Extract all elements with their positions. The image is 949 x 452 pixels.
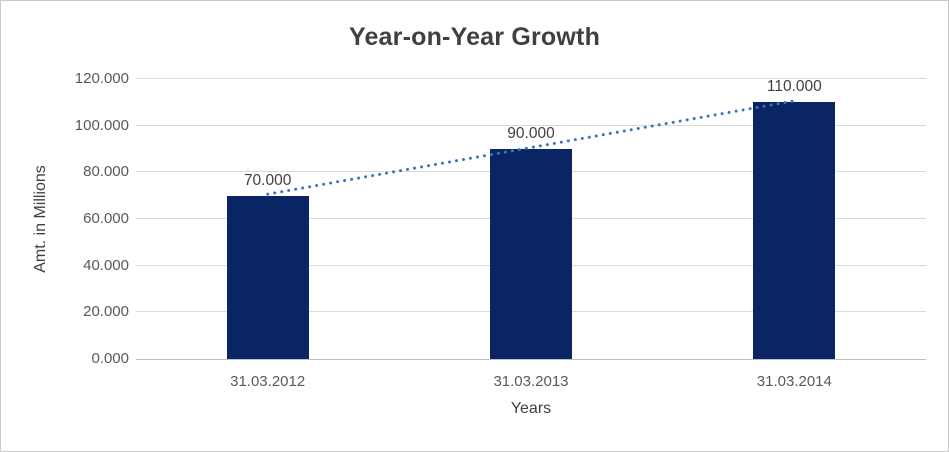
x-axis-title: Years — [510, 400, 552, 417]
x-axis-tick-label: 31.03.2012 — [230, 373, 306, 390]
bar — [226, 195, 309, 359]
x-axis-tick-label: 31.03.2013 — [493, 373, 569, 390]
y-axis-tick-label: 40.000 — [83, 256, 129, 274]
trendline — [266, 99, 796, 196]
gridline — [136, 124, 926, 126]
y-axis-tick-label: 60.000 — [83, 210, 129, 227]
x-axis-tick-labels: 31.03.2012 31.03.2013 31.03.2014 — [136, 372, 926, 392]
y-axis-tick-label: 20.000 — [83, 303, 129, 321]
bar-data-label: 70.000 — [243, 171, 292, 189]
bar — [753, 102, 836, 359]
gridline — [136, 78, 926, 79]
bar-data-label: 90.000 — [507, 125, 555, 142]
y-axis-tick-label: 100.000 — [74, 116, 129, 134]
plot-area: 70.000 90.000 110.000 — [136, 78, 926, 360]
y-axis-tick-label: 120.000 — [74, 70, 129, 87]
bar — [490, 149, 572, 359]
y-axis-tick-label: 0.000 — [91, 350, 129, 367]
chart-title: Year-on-Year Growth — [348, 23, 601, 51]
y-axis-tick-label: 80.000 — [83, 163, 129, 181]
x-axis-line — [136, 359, 926, 360]
x-axis-tick-label: 31.03.2014 — [756, 373, 832, 390]
y-axis-tick-labels: 0.000 20.000 40.000 60.000 80.000 100.000 120.… — [1, 70, 129, 367]
bar-data-label: 110.000 — [766, 78, 822, 96]
